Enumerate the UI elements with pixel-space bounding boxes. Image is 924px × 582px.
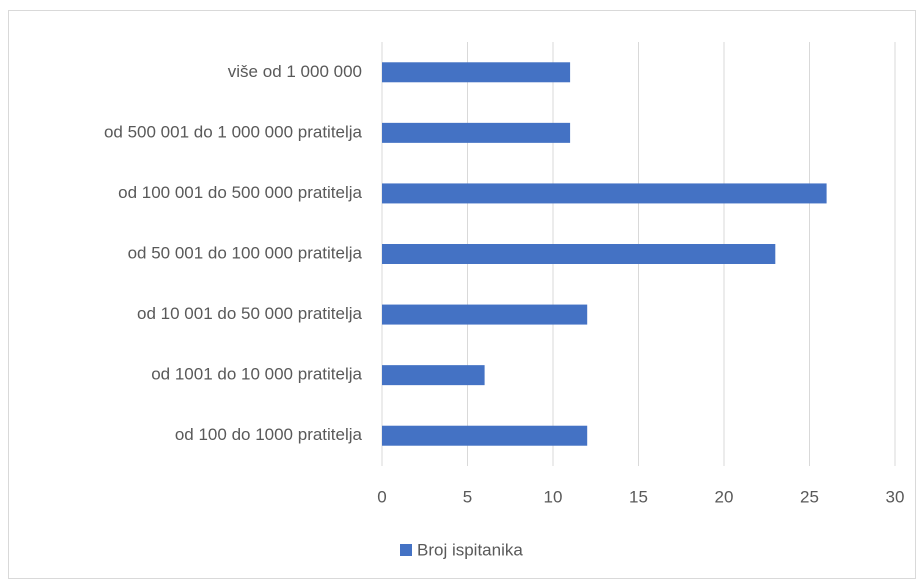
x-tick-label: 20 [715,487,734,506]
legend-swatch [400,544,412,556]
y-tick-label: od 50 001 do 100 000 pratitelja [128,243,363,262]
x-tick-label: 25 [800,487,819,506]
y-tick-label: od 500 001 do 1 000 000 pratitelja [104,122,363,141]
bar [382,122,571,143]
legend-label: Broj ispitanika [417,540,523,559]
x-tick-label: 15 [629,487,648,506]
x-tick-label: 5 [463,487,472,506]
y-tick-label: od 100 do 1000 pratitelja [175,425,363,444]
y-tick-label: više od 1 000 000 [228,62,362,81]
bar [382,244,776,264]
chart-border [8,10,916,579]
bar [382,365,485,386]
bar [382,425,588,446]
y-tick-label: od 10 001 do 50 000 pratitelja [137,304,363,323]
bar [382,304,588,325]
x-tick-label: 10 [544,487,563,506]
x-tick-label: 0 [377,487,386,506]
y-tick-label: od 100 001 do 500 000 pratitelja [118,183,362,202]
bar [382,62,571,83]
bar [382,183,827,204]
x-tick-label: 30 [886,487,905,506]
y-tick-label: od 1001 do 10 000 pratitelja [151,365,362,384]
